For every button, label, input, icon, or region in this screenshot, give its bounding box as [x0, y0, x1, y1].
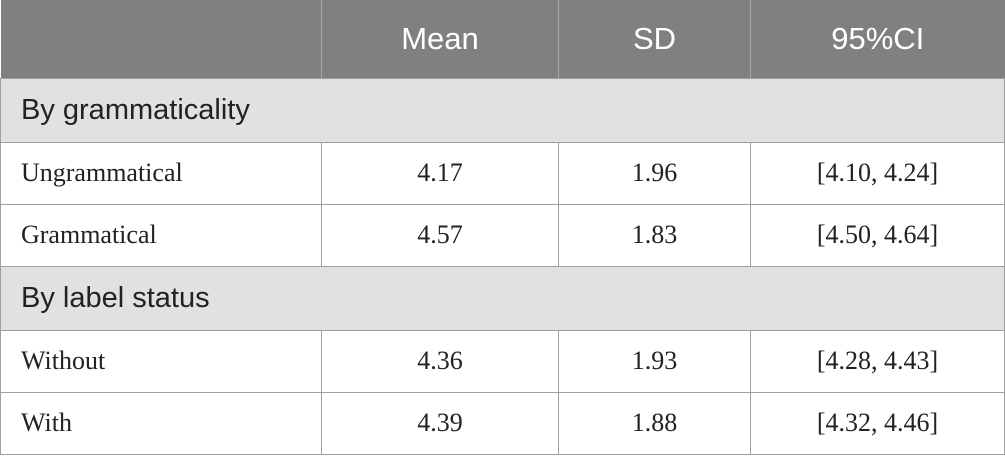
section-row: By label status — [0, 265, 1005, 331]
header-cell: SD — [558, 0, 751, 78]
row-label: Without — [0, 329, 322, 393]
header-row: Mean SD 95%CI — [0, 0, 1005, 78]
data-cell: 1.83 — [558, 203, 751, 267]
row-label: Ungrammatical — [0, 141, 322, 205]
data-cell: 1.93 — [558, 329, 751, 393]
data-cell: [4.28, 4.43] — [750, 329, 1005, 393]
data-cell: [4.10, 4.24] — [750, 141, 1005, 205]
data-table: Mean SD 95%CI By grammaticality Ungrammat… — [0, 0, 1005, 455]
section-title: By grammaticality — [0, 77, 1005, 143]
data-cell: [4.50, 4.64] — [750, 203, 1005, 267]
data-cell: 4.57 — [321, 203, 559, 267]
row-label: Grammatical — [0, 203, 322, 267]
data-cell: [4.32, 4.46] — [750, 391, 1005, 455]
data-cell: 1.88 — [558, 391, 751, 455]
header-cell: 95%CI — [750, 0, 1005, 78]
data-cell: 4.36 — [321, 329, 559, 393]
data-cell: 4.39 — [321, 391, 559, 455]
section-title: By label status — [0, 265, 1005, 331]
data-row: Without 4.36 1.93 [4.28, 4.43] — [0, 329, 1005, 393]
data-cell: 4.17 — [321, 141, 559, 205]
header-cell — [0, 0, 322, 78]
data-row: With 4.39 1.88 [4.32, 4.46] — [0, 391, 1005, 455]
data-cell: 1.96 — [558, 141, 751, 205]
table-header: Mean SD 95%CI — [0, 0, 1005, 78]
header-cell: Mean — [321, 0, 559, 78]
section-row: By grammaticality — [0, 77, 1005, 143]
row-label: With — [0, 391, 322, 455]
table-body: By grammaticality Ungrammatical 4.17 1.96 [4… — [0, 77, 1005, 455]
data-row: Grammatical 4.57 1.83 [4.50, 4.64] — [0, 203, 1005, 267]
data-row: Ungrammatical 4.17 1.96 [4.10, 4.24] — [0, 141, 1005, 205]
